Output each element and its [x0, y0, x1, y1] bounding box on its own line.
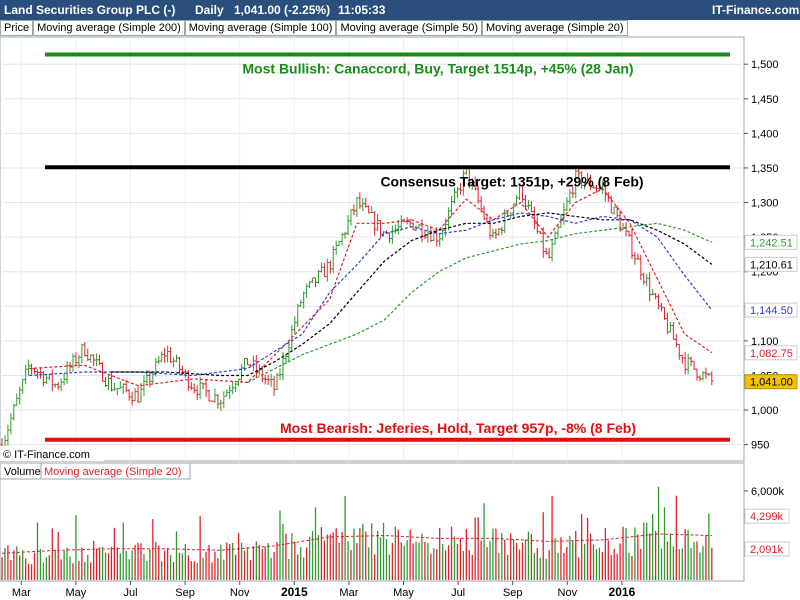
time-tick-label: Sep: [503, 587, 523, 599]
time-tick-label: Mar: [339, 587, 358, 599]
bearish-target-label: Most Bearish: Jeferies, Hold, Target 957…: [280, 420, 636, 436]
last-quote: 1,041.00 (-2.25%): [234, 3, 331, 17]
price-tick-label: 1,400: [751, 128, 779, 140]
price-tick-label: 950: [751, 440, 769, 452]
ma50-last-label-box: [744, 302, 798, 318]
volume-panel: [0, 462, 745, 582]
ma100-last-label-box: [744, 256, 798, 272]
time-tick-label: May: [393, 587, 414, 599]
legend-ma100[interactable]: Moving average (Simple 100): [184, 20, 337, 36]
price-tick-label: 1,000: [751, 405, 779, 417]
ma50-last-label: 1,144.50: [750, 305, 793, 317]
price-tick-label: 1,300: [751, 198, 779, 210]
volume-ma-last-label: 4,299k: [750, 511, 784, 523]
time-tick-label: 2016: [609, 585, 636, 599]
consensus-target-label: Consensus Target: 1351p, +29% (8 Feb): [380, 173, 643, 189]
ma20-last-label-box: [744, 345, 798, 361]
instrument-title: Land Securities Group PLC (-): [4, 3, 176, 17]
time-tick-label: 2015: [281, 585, 308, 599]
time-tick-label: Mar: [12, 587, 31, 599]
price-tick-label: 1,200: [751, 267, 779, 279]
time-tick-label: Jul: [451, 587, 465, 599]
time-tick-label: May: [66, 587, 87, 599]
copyright-box: [0, 446, 104, 461]
legend-ma20[interactable]: Moving average (Simple 20): [482, 20, 628, 36]
copyright-label: © IT-Finance.com: [3, 449, 90, 461]
volume-ma-last-label-box: [744, 508, 790, 524]
time-tick-label: Nov: [230, 587, 250, 599]
indicator-legend: Price Moving average (Simple 200) Moving…: [0, 20, 628, 36]
ma200-line: [247, 222, 713, 383]
volume-last-label: 2,091k: [750, 544, 784, 556]
legend-volume-ma20[interactable]: Moving average (Simple 20): [44, 466, 182, 478]
volume-ma-line: [1, 533, 712, 554]
legend-volume[interactable]: Volume: [4, 466, 41, 478]
price-tick-label: 1,500: [751, 59, 779, 71]
volume-last-label-box: [744, 541, 790, 557]
price-tick-label: 1,150: [751, 301, 779, 313]
price-tick-label: 1,100: [751, 336, 779, 348]
period-label: Daily: [195, 3, 224, 17]
price-tick-label: 1,450: [751, 94, 779, 106]
bullish-target-label: Most Bullish: Canaccord, Buy, Target 151…: [242, 61, 633, 77]
title-bar: Land Securities Group PLC (-) Daily 1,04…: [0, 0, 800, 20]
price-tick-label: 1,350: [751, 163, 779, 175]
price-panel: [0, 36, 745, 462]
brand-label: IT-Finance.com: [712, 3, 800, 17]
ma20-line: [29, 187, 713, 387]
legend-ma200[interactable]: Moving average (Simple 200): [33, 20, 185, 36]
time-tick-label: Nov: [558, 587, 578, 599]
ma100-last-label: 1,210.61: [750, 259, 793, 271]
time-tick-label: Sep: [175, 587, 195, 599]
time-tick-label: Jul: [123, 587, 137, 599]
ma20-last-label: 1,082.75: [750, 348, 793, 360]
ma50-line: [29, 212, 713, 377]
volume-tick-label: 6,000k: [751, 486, 785, 498]
quote-time: 11:05:33: [338, 3, 386, 17]
legend-ma50[interactable]: Moving average (Simple 50): [336, 20, 483, 36]
legend-price[interactable]: Price: [0, 20, 34, 36]
price-tick-label: 1,250: [751, 232, 779, 244]
price-last-label: 1,041.00: [750, 377, 793, 389]
price-last-label-box: [744, 374, 798, 390]
ma200-last-label-box: [744, 234, 798, 250]
price-tick-label: 1,050: [751, 370, 779, 382]
ma200-last-label: 1,242.51: [750, 237, 793, 249]
ma100-line: [111, 212, 713, 377]
volume-legend-box: [0, 462, 191, 480]
